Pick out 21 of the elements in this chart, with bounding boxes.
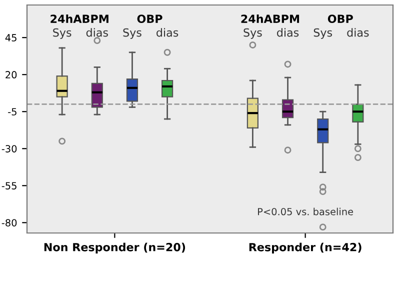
- y-tick-label: -55: [2, 182, 16, 190]
- y-tick-label: -80: [2, 219, 17, 226]
- annotation: P<0.05 vs. baseline: [258, 208, 354, 216]
- y-tick-label: -5: [8, 108, 16, 116]
- x-tick-label: Non Responder (n=20): [44, 242, 186, 254]
- text: 24hABPM: [241, 14, 300, 23]
- text: Sys: [123, 28, 142, 39]
- text: Sys: [314, 28, 332, 39]
- text: dias: [86, 28, 108, 37]
- text: dias: [277, 28, 299, 37]
- annotation: 24hABPM: [50, 14, 108, 23]
- y-tick-label: -30: [2, 145, 17, 152]
- y-tick-label: 20: [6, 71, 17, 78]
- text: dias: [156, 28, 178, 37]
- y-tick-label: 45: [5, 34, 16, 42]
- text: Sys: [244, 28, 262, 39]
- text: dias: [347, 28, 369, 37]
- text: OBP: [328, 14, 353, 24]
- annotation: OBP: [137, 14, 162, 24]
- x-tick-label: Responder (n=42): [249, 242, 362, 254]
- text: Sys: [53, 28, 72, 39]
